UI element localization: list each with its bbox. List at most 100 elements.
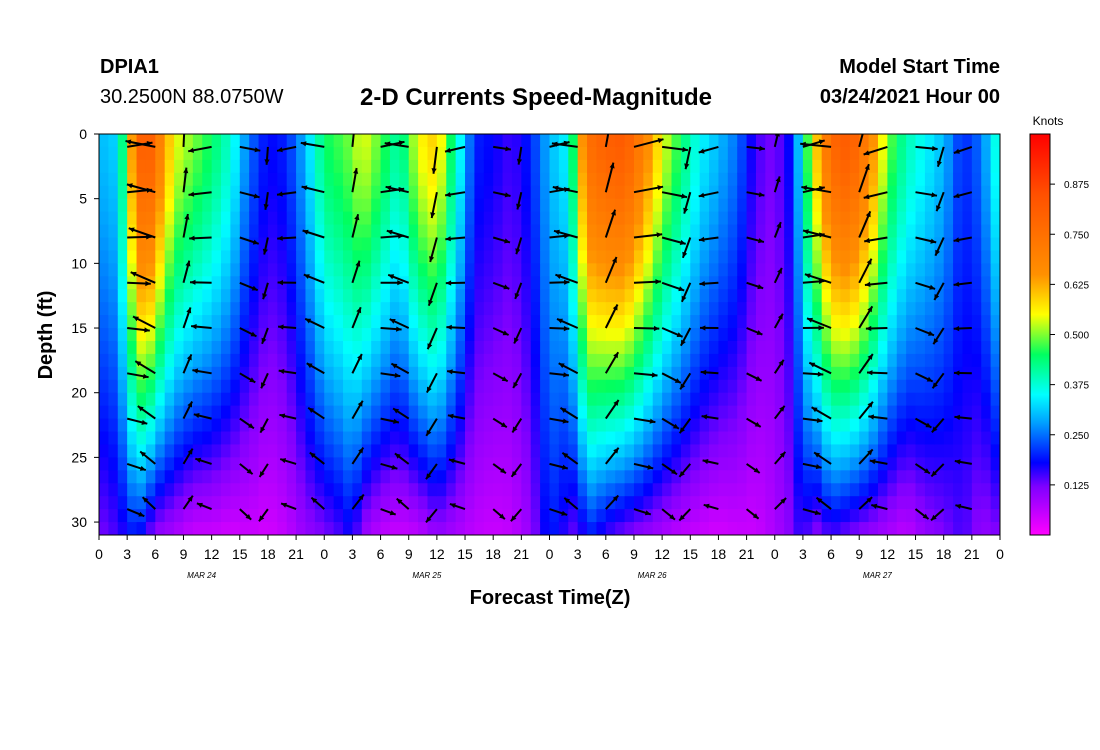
heatmap-cell: [202, 250, 213, 264]
heatmap-cell: [286, 237, 297, 252]
current-arrow: [309, 451, 325, 465]
heatmap-cell: [408, 250, 419, 264]
heatmap-cell: [145, 224, 156, 239]
heatmap-cell: [868, 211, 879, 226]
heatmap-cell: [192, 379, 203, 394]
heatmap-cell: [774, 470, 785, 484]
x-tick-label: 21: [288, 546, 304, 562]
heatmap-cell: [737, 353, 748, 368]
current-arrow: [661, 236, 686, 245]
heatmap-cell: [671, 185, 682, 200]
heatmap-cell: [784, 444, 795, 458]
current-arrow: [863, 145, 888, 156]
heatmap-cell: [211, 431, 222, 446]
current-arrow: [426, 327, 438, 350]
current-arrow: [773, 221, 782, 238]
heatmap-cell: [699, 134, 710, 148]
heatmap-cell: [849, 289, 860, 303]
heatmap-cell: [662, 470, 673, 484]
heatmap-cell: [784, 340, 795, 355]
heatmap-cell: [821, 444, 832, 458]
heatmap-cell: [943, 522, 954, 535]
heatmap-cell: [221, 405, 231, 420]
heatmap-cell: [727, 159, 738, 174]
heatmap-cell: [371, 276, 382, 290]
heatmap-cell: [577, 457, 588, 471]
heatmap-cell: [962, 302, 973, 316]
heatmap-cell: [521, 340, 532, 355]
current-arrow: [869, 459, 888, 465]
heatmap-cell: [530, 134, 541, 148]
heatmap-cell: [624, 457, 635, 471]
heatmap-cell: [943, 185, 954, 200]
heatmap-cell: [981, 237, 992, 252]
heatmap-cell: [221, 198, 231, 213]
heatmap-cell: [530, 470, 541, 484]
current-arrow: [380, 417, 400, 424]
heatmap-cell: [887, 263, 898, 277]
heatmap-cell: [568, 211, 579, 226]
heatmap-cell: [314, 224, 325, 239]
heatmap-cell: [108, 496, 119, 510]
heatmap-cell: [680, 457, 691, 471]
heatmap-cell: [868, 289, 879, 303]
heatmap-cell: [709, 379, 720, 394]
heatmap-cell: [483, 237, 494, 252]
heatmap-cell: [183, 198, 194, 213]
heatmap-cell: [493, 276, 504, 290]
heatmap-cell: [558, 263, 569, 277]
heatmap-cell: [596, 522, 607, 535]
heatmap-cell: [568, 263, 579, 277]
heatmap-cell: [812, 340, 823, 355]
heatmap-cell: [774, 483, 785, 497]
heatmap-cell: [906, 353, 917, 368]
heatmap-cell: [436, 457, 447, 471]
heatmap-cell: [558, 379, 569, 394]
heatmap-cell: [784, 457, 795, 471]
heatmap-cell: [239, 237, 250, 252]
heatmap-cell: [183, 379, 194, 394]
heatmap-cell: [258, 340, 269, 355]
current-arrow: [931, 372, 945, 389]
current-arrow: [559, 407, 579, 420]
heatmap-cell: [831, 289, 842, 303]
heatmap-cell: [849, 250, 860, 264]
heatmap-cell: [155, 289, 166, 303]
heatmap-cell: [211, 172, 222, 187]
heatmap-cell: [493, 302, 504, 316]
heatmap-cell: [239, 509, 250, 523]
heatmap-cell: [221, 392, 231, 407]
heatmap-cell: [877, 328, 888, 342]
heatmap-cell: [840, 276, 851, 290]
current-arrow: [702, 459, 719, 465]
heatmap-cell: [427, 405, 438, 420]
heatmap-cell: [868, 328, 879, 342]
heatmap-cell: [230, 315, 241, 329]
heatmap-cell: [474, 185, 485, 200]
heatmap-cell: [680, 315, 691, 329]
heatmap-cell: [230, 483, 241, 497]
heatmap-cell: [296, 263, 307, 277]
heatmap-cell: [849, 483, 860, 497]
heatmap-cell: [192, 146, 203, 161]
heatmap-cell: [352, 302, 363, 316]
heatmap-cell: [540, 353, 551, 368]
heatmap-cell: [117, 224, 128, 239]
heatmap-cell: [314, 211, 325, 226]
heatmap-cell: [812, 211, 823, 226]
heatmap-cell: [343, 431, 354, 446]
heatmap-cell: [849, 224, 860, 239]
heatmap-cell: [521, 496, 532, 510]
heatmap-cell: [324, 159, 335, 174]
heatmap-cell: [868, 237, 879, 252]
heatmap-cell: [587, 444, 598, 458]
heatmap-cell: [211, 496, 222, 510]
current-arrow: [389, 318, 410, 329]
heatmap-cell: [540, 418, 551, 433]
heatmap-cell: [793, 276, 804, 290]
heatmap-cell: [934, 263, 945, 277]
heatmap-cell: [418, 470, 429, 484]
x-tick-label: 12: [654, 546, 670, 562]
heatmap-cell: [774, 353, 785, 368]
heatmap-cell: [511, 172, 522, 187]
